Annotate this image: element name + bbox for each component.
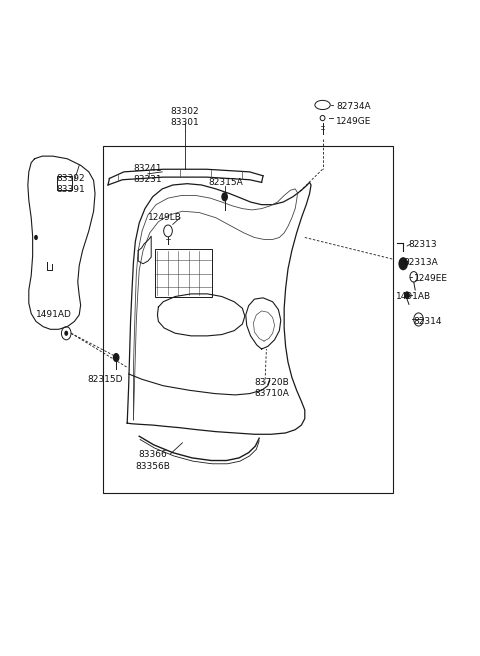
Bar — [155, 249, 212, 297]
Circle shape — [113, 353, 120, 362]
Text: 1249EE: 1249EE — [414, 274, 448, 283]
Text: 82313: 82313 — [408, 239, 437, 249]
Bar — [57, 176, 72, 190]
Text: 82314: 82314 — [414, 317, 442, 326]
Text: 83302
83301: 83302 83301 — [170, 107, 199, 127]
Text: 1491AB: 1491AB — [396, 292, 431, 301]
Text: 83392
83391: 83392 83391 — [57, 174, 85, 194]
Text: 82315D: 82315D — [88, 375, 123, 384]
Text: 1491AD: 1491AD — [36, 310, 72, 319]
Text: 82313A: 82313A — [403, 258, 438, 267]
Text: 1249GE: 1249GE — [336, 117, 372, 126]
Text: 1249LB: 1249LB — [148, 213, 182, 222]
Circle shape — [404, 291, 410, 299]
Text: 83241
83231: 83241 83231 — [133, 164, 162, 184]
Circle shape — [64, 331, 68, 336]
Bar — [103, 146, 393, 493]
Circle shape — [398, 257, 408, 270]
Text: 83720B
83710A: 83720B 83710A — [254, 379, 289, 398]
Text: 82734A: 82734A — [336, 102, 371, 111]
Text: 82315A: 82315A — [209, 178, 243, 187]
Circle shape — [221, 192, 228, 201]
Text: 83366
83356B: 83366 83356B — [135, 451, 170, 470]
Circle shape — [34, 235, 38, 240]
